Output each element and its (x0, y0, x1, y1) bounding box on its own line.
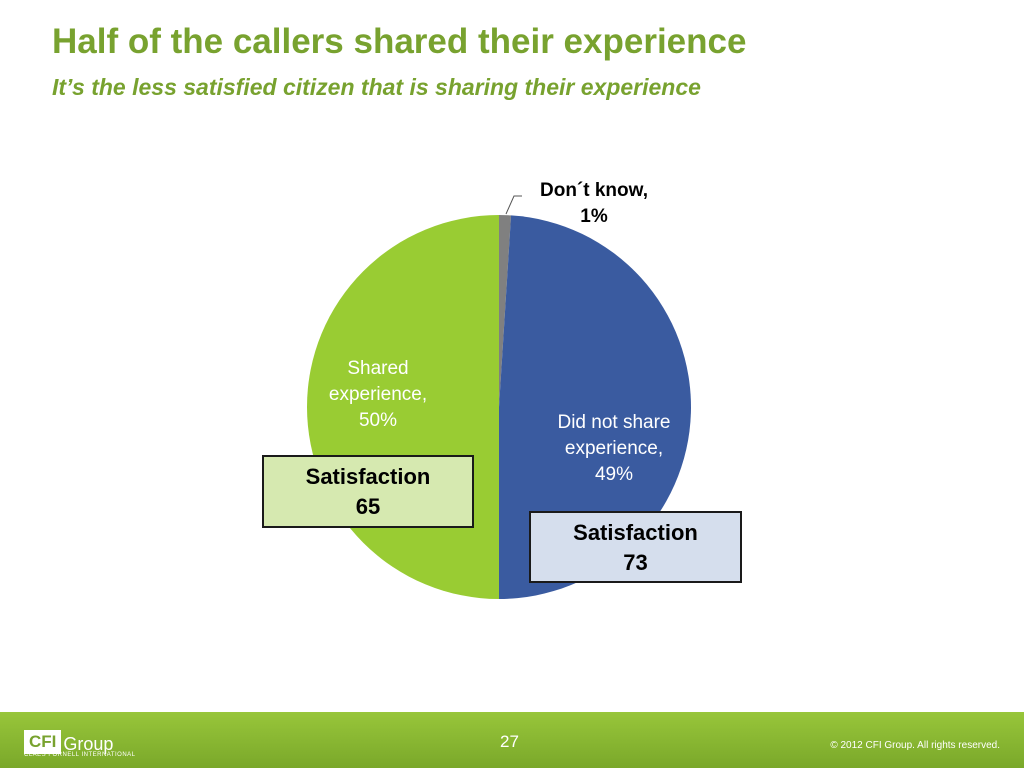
footer-bar: CFI Group CLAES FORNELL INTERNATIONAL 27… (0, 712, 1024, 768)
pie-slice-did-not-share (499, 215, 691, 599)
slice-label-shared: Shared experience, 50% (300, 356, 456, 434)
slice-label-not-shared-line1: Did not share (557, 412, 671, 433)
satisfaction-not-shared-value: 73 (623, 550, 648, 575)
slice-label-not-shared-pct: 49% (594, 464, 634, 485)
slice-label-dont-know-pct: 1% (580, 206, 608, 227)
slice-label-shared-line2: experience, (328, 384, 428, 405)
logo-subtext: CLAES FORNELL INTERNATIONAL (24, 752, 136, 758)
slice-label-not-shared: Did not share experience, 49% (528, 410, 700, 488)
pie-slice-dont-know (499, 215, 512, 407)
satisfaction-not-shared-label: Satisfaction (573, 520, 698, 545)
logo-cfi-text: CFI (24, 730, 62, 754)
slide-title: Half of the callers shared their experie… (52, 22, 747, 61)
slice-label-shared-line1: Shared (347, 358, 409, 379)
cfi-group-logo: CFI Group (24, 726, 113, 754)
satisfaction-box-shared: Satisfaction 65 (262, 455, 474, 528)
slice-label-shared-pct: 50% (358, 410, 398, 431)
copyright-text: © 2012 CFI Group. All rights reserved. (830, 740, 1000, 751)
page-number: 27 (500, 732, 519, 751)
slide-subtitle: It’s the less satisfied citizen that is … (52, 74, 701, 100)
slice-label-dont-know-line1: Don´t know, (540, 180, 648, 201)
dont-know-leader-line (505, 195, 522, 215)
pie-chart (307, 195, 691, 599)
satisfaction-shared-value: 65 (355, 494, 381, 519)
slice-label-dont-know: Don´t know, 1% (524, 178, 664, 230)
logo-group-text: Group (63, 734, 114, 754)
satisfaction-box-not-shared: Satisfaction 73 (529, 511, 742, 583)
satisfaction-shared-label: Satisfaction (305, 464, 431, 489)
slice-label-not-shared-line2: experience, (564, 438, 664, 459)
